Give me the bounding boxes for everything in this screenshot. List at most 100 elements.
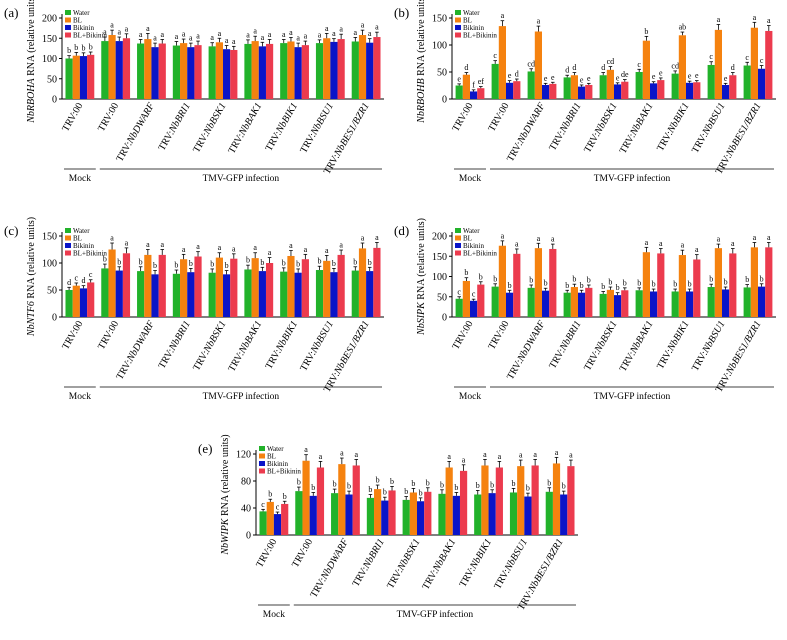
bar-bikinin	[614, 295, 622, 317]
category-label: TRV:00	[450, 319, 475, 352]
category-label: TRV:NbBSK1	[582, 319, 619, 373]
significance-letter: b	[464, 268, 468, 277]
legend-swatch	[65, 228, 71, 233]
bar-bikinin	[758, 68, 766, 99]
bar-bl-bikinin	[388, 490, 396, 535]
category-label: TRV:NbBIK1	[655, 101, 692, 153]
significance-letter: a	[210, 33, 214, 42]
significance-letter: a	[304, 445, 308, 454]
bar-bl-bikinin	[765, 30, 773, 99]
significance-letter: b	[490, 480, 494, 489]
category-label: TRV:NbBIK1	[264, 101, 301, 153]
bar-bikinin	[560, 494, 568, 535]
bar-bikinin	[330, 272, 338, 317]
significance-letter: b	[318, 257, 322, 266]
bar-bl	[323, 38, 331, 99]
significance-letter: d	[67, 278, 71, 287]
bar-bl	[323, 260, 331, 317]
bar-water	[491, 63, 499, 99]
significance-letter: a	[182, 245, 186, 254]
significance-letter: b	[89, 43, 93, 52]
bar-water	[635, 290, 643, 317]
category-label: TRV:NbBRI1	[351, 537, 387, 589]
bar-bl-bikinin	[693, 82, 701, 99]
y-axis-label: NbRBOHB RNA (relative units)	[416, 0, 427, 124]
category-label-gene: NbDWARF	[125, 318, 158, 364]
chart-panel-b: (b) 0 50 100 150 NbRBOHB RNA (relative units)…	[394, 0, 776, 184]
bar-bl-bikinin	[337, 254, 345, 317]
significance-letter: b	[616, 283, 620, 292]
significance-letter: a	[681, 241, 685, 250]
significance-letter: a	[268, 30, 272, 39]
bar-bl-bikinin	[301, 45, 309, 99]
category-label-gene: NbBSU1	[700, 101, 728, 138]
significance-letter: b	[153, 261, 157, 270]
panel-label: (a)	[4, 5, 18, 20]
bar-bl	[251, 41, 259, 99]
bar-bl	[215, 42, 223, 99]
bar-water	[599, 293, 607, 317]
significance-letter: a	[182, 30, 186, 39]
bar-bl-bikinin	[729, 75, 737, 99]
bar-bl-bikinin	[158, 254, 166, 317]
bar-bl	[642, 40, 650, 99]
significance-letter: a	[253, 27, 257, 36]
category-label-gene: NbDWARF	[515, 318, 548, 364]
bar-bikinin	[294, 47, 302, 99]
mock-group-label: Mock	[459, 174, 481, 184]
category-label-gene: NbBSU1	[308, 319, 336, 356]
category-label: TRV:NbDWARF	[308, 536, 351, 600]
bar-water	[65, 290, 73, 317]
significance-letter: b	[529, 276, 533, 285]
significance-letter: cd	[607, 57, 615, 66]
bar-bl-bikinin	[477, 284, 485, 317]
bar-water	[244, 269, 252, 317]
bar-bl	[606, 289, 614, 317]
category-label-gene: NbBIK1	[665, 101, 691, 136]
significance-letter: c	[75, 273, 79, 282]
y-tick-label: 40	[241, 504, 251, 515]
significance-letter: b	[709, 275, 713, 284]
bar-bikinin	[686, 82, 694, 99]
legend-swatch	[455, 32, 461, 38]
category-label: TRV:00	[486, 319, 511, 352]
bar-bl	[498, 26, 506, 100]
bar-bikinin	[542, 84, 550, 99]
significance-letter: d	[601, 63, 605, 72]
significance-letter: a	[361, 234, 365, 243]
significance-letter: a	[569, 451, 573, 460]
significance-letter: a	[767, 233, 771, 242]
bar-bikinin	[258, 46, 266, 99]
significance-letter: b	[268, 490, 272, 499]
legend-label: BL+Bikinin	[463, 32, 497, 40]
bar-bl	[358, 248, 367, 317]
bar-bl-bikinin	[513, 81, 521, 99]
significance-letter: d	[565, 66, 569, 75]
category-label-gene: NbBSU1	[700, 319, 728, 356]
legend-label: BL+Bikinin	[73, 250, 107, 258]
infection-group-label: TMV-GFP infection	[203, 173, 280, 184]
category-label: TRV:00	[60, 101, 85, 134]
category-label: TRV:00	[254, 537, 279, 570]
significance-letter: c	[276, 503, 280, 512]
bar-bl	[462, 280, 470, 317]
significance-letter: a	[175, 32, 179, 41]
category-label-gene: NbBAK1	[628, 101, 656, 138]
bar-water	[671, 291, 679, 317]
significance-letter: b	[572, 275, 576, 284]
y-tick-label: 0	[52, 313, 57, 324]
bar-bikinin	[452, 495, 460, 535]
significance-letter: b	[103, 255, 107, 264]
bar-water	[244, 43, 252, 99]
significance-letter: a	[146, 240, 150, 249]
significance-letter: b	[117, 257, 121, 266]
bar-bl	[462, 74, 470, 99]
significance-letter: b	[454, 483, 458, 492]
bar-water	[65, 58, 73, 99]
bar-bl-bikinin	[87, 282, 95, 317]
bar-bl	[570, 75, 578, 99]
significance-letter: b	[601, 282, 605, 291]
significance-letter: a	[462, 455, 466, 464]
significance-letter: b	[404, 487, 408, 496]
bar-bl-bikinin	[87, 54, 95, 99]
